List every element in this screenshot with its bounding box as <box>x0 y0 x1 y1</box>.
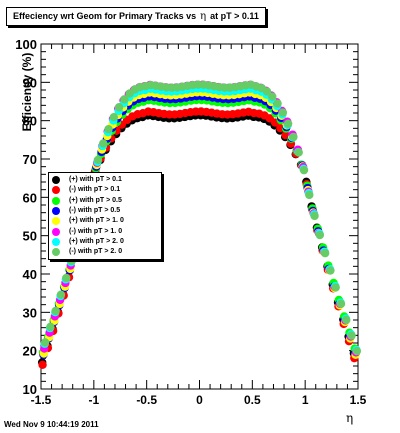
data-point <box>326 266 335 275</box>
data-point <box>320 248 330 258</box>
legend-label: (-) with pT > 1. 0 <box>69 227 123 235</box>
data-point <box>51 306 60 316</box>
legend-entry: (+) with pT > 0.5 <box>49 196 161 206</box>
title-suffix: at pT > 0.11 <box>210 11 259 21</box>
y-tick-label: 10 <box>23 382 37 397</box>
legend-label: (+) with pT > 0.1 <box>69 176 122 183</box>
data-point <box>56 290 66 299</box>
x-tick-label: 1.5 <box>350 393 367 407</box>
data-point <box>40 338 50 347</box>
legend-entry: (+) with pT > 0.1 <box>49 175 161 185</box>
data-point <box>310 211 319 221</box>
data-point <box>93 155 103 165</box>
y-tick-label: 40 <box>23 267 37 282</box>
legend-marker <box>52 237 60 246</box>
title-prefix: Effeciency wrt Geom for Primary Tracks v… <box>13 11 197 21</box>
data-point <box>62 273 71 283</box>
legend-marker <box>52 196 60 205</box>
data-point <box>109 112 119 122</box>
x-tick-label: 0.5 <box>244 393 261 407</box>
y-tick-label: 60 <box>23 190 37 205</box>
legend-marker <box>52 206 60 215</box>
data-point <box>336 299 346 309</box>
data-point <box>99 139 108 148</box>
data-point <box>347 331 356 340</box>
data-point <box>342 315 351 325</box>
legend-marker <box>52 248 60 257</box>
data-point <box>352 346 362 356</box>
legend-entry: (-) with pT > 0.5 <box>49 206 161 216</box>
data-point <box>294 148 303 157</box>
legend-marker <box>52 186 60 195</box>
legend-entry: (-) with pT > 2. 0 <box>49 247 161 257</box>
data-point <box>299 165 309 175</box>
legend-marker <box>52 176 60 184</box>
legend-entry: (+) with pT > 1. 0 <box>49 216 161 226</box>
data-point <box>268 92 277 101</box>
y-axis-title: Efficiency (%) <box>20 52 34 132</box>
x-tick-label: 0 <box>196 393 203 407</box>
legend-label: (-) with pT > 0.1 <box>69 186 121 194</box>
plot-axes: -1.5 -1 -0.5 0 0.5 1 1.5 10 20 30 40 50 60 70 80 90 100 <box>15 37 366 407</box>
legend-label: (-) with pT > 2. 0 <box>69 248 123 256</box>
legend-label: (+) with pT > 1. 0 <box>69 217 124 225</box>
x-tick-label: -1.5 <box>31 393 52 407</box>
legend-entry: (+) with pT > 2. 0 <box>49 237 161 247</box>
data-point <box>114 103 124 112</box>
legend-entry: (-) with pT > 0.1 <box>49 185 161 195</box>
x-tick-label: -1 <box>88 393 99 407</box>
data-point <box>273 99 282 108</box>
chart-title: Effeciency wrt Geom for Primary Tracks v… <box>6 7 266 26</box>
title-eta: η <box>200 11 207 22</box>
y-tick-label: 20 <box>23 344 37 359</box>
data-point <box>289 132 298 142</box>
legend-label: (+) with pT > 2. 0 <box>69 237 124 245</box>
timestamp-footer: Wed Nov 9 10:44:19 2011 <box>4 420 99 429</box>
x-tick-label: 1 <box>302 393 309 407</box>
data-point <box>46 322 55 332</box>
y-tick-label: 100 <box>15 37 37 52</box>
y-tick-label: 30 <box>23 305 37 320</box>
data-point <box>262 87 272 96</box>
legend-marker <box>52 217 60 226</box>
data-point <box>331 283 340 292</box>
data-points <box>37 80 362 370</box>
legend-entry: (-) with pT > 1. 0 <box>49 227 161 237</box>
data-point <box>315 230 325 240</box>
data-point <box>120 95 129 104</box>
data-point <box>38 360 47 370</box>
data-point <box>283 119 293 128</box>
x-tick-label: -0.5 <box>136 393 157 407</box>
x-axis-title: η <box>346 411 354 425</box>
y-tick-label: 90 <box>23 75 37 90</box>
data-point <box>278 108 288 117</box>
legend-label: (-) with pT > 0.5 <box>69 206 121 214</box>
legend: (+) with pT > 0.1 (-) with pT > 0.1 (+) wi… <box>48 172 162 260</box>
data-point <box>305 190 314 200</box>
y-tick-label: 80 <box>23 114 37 129</box>
legend-marker <box>52 227 60 236</box>
y-tick-label: 50 <box>23 229 37 244</box>
legend-label: (+) with pT > 0.5 <box>69 196 122 204</box>
data-point <box>104 125 113 134</box>
y-tick-label: 70 <box>23 152 37 167</box>
